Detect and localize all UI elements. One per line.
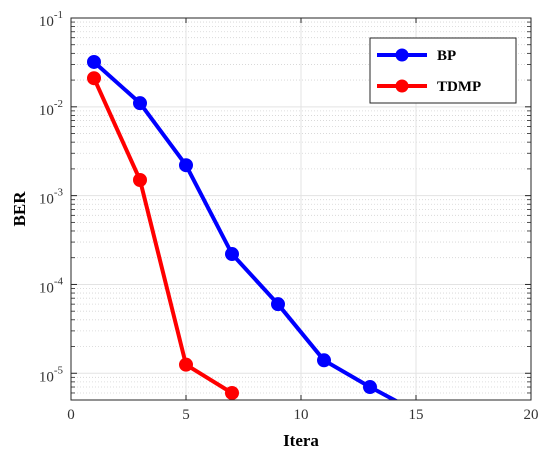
legend-label-tdmp: TDMP (437, 79, 481, 95)
x-axis-label: Itera (283, 431, 319, 450)
legend-box (369, 37, 517, 104)
axis-tick-labels: 0 5 10 15 20 10-5 10-4 10-3 10-2 10-1 (39, 9, 539, 423)
axis-ticks (70, 17, 532, 400)
x-tick-label: 15 (409, 407, 424, 423)
bp-point (87, 54, 101, 69)
x-tick-label: 20 (524, 407, 539, 423)
legend-marker-tdmp (395, 79, 409, 93)
x-tick-label: 5 (182, 407, 190, 423)
bp-point (225, 247, 239, 262)
y-tick-label: 10-2 (39, 98, 63, 119)
y-tick-label: 10-3 (39, 187, 64, 208)
x-tick-label: 0 (67, 407, 75, 423)
legend-marker-bp (395, 48, 409, 62)
bp-point (133, 96, 147, 111)
bp-point (271, 297, 285, 312)
tdmp-point (133, 172, 147, 187)
bp-point (363, 380, 377, 395)
y-axis-label: BER (10, 191, 29, 227)
bp-series-line (92, 60, 399, 400)
bp-point (317, 353, 331, 368)
x-tick-label: 10 (294, 407, 309, 423)
bp-point (179, 158, 193, 173)
legend-label-bp: BP (437, 48, 456, 64)
legend-entries: BP TDMP (377, 48, 481, 95)
tdmp-point (225, 385, 239, 400)
tdmp-point (87, 71, 101, 86)
y-tick-label: 10-4 (39, 275, 64, 296)
series-layer (87, 54, 399, 400)
tdmp-point (179, 357, 193, 372)
y-tick-label: 10-1 (39, 9, 63, 30)
tdmp-series-line (92, 77, 234, 395)
legend: BP TDMP (369, 37, 517, 104)
y-tick-label: 10-5 (39, 364, 64, 385)
